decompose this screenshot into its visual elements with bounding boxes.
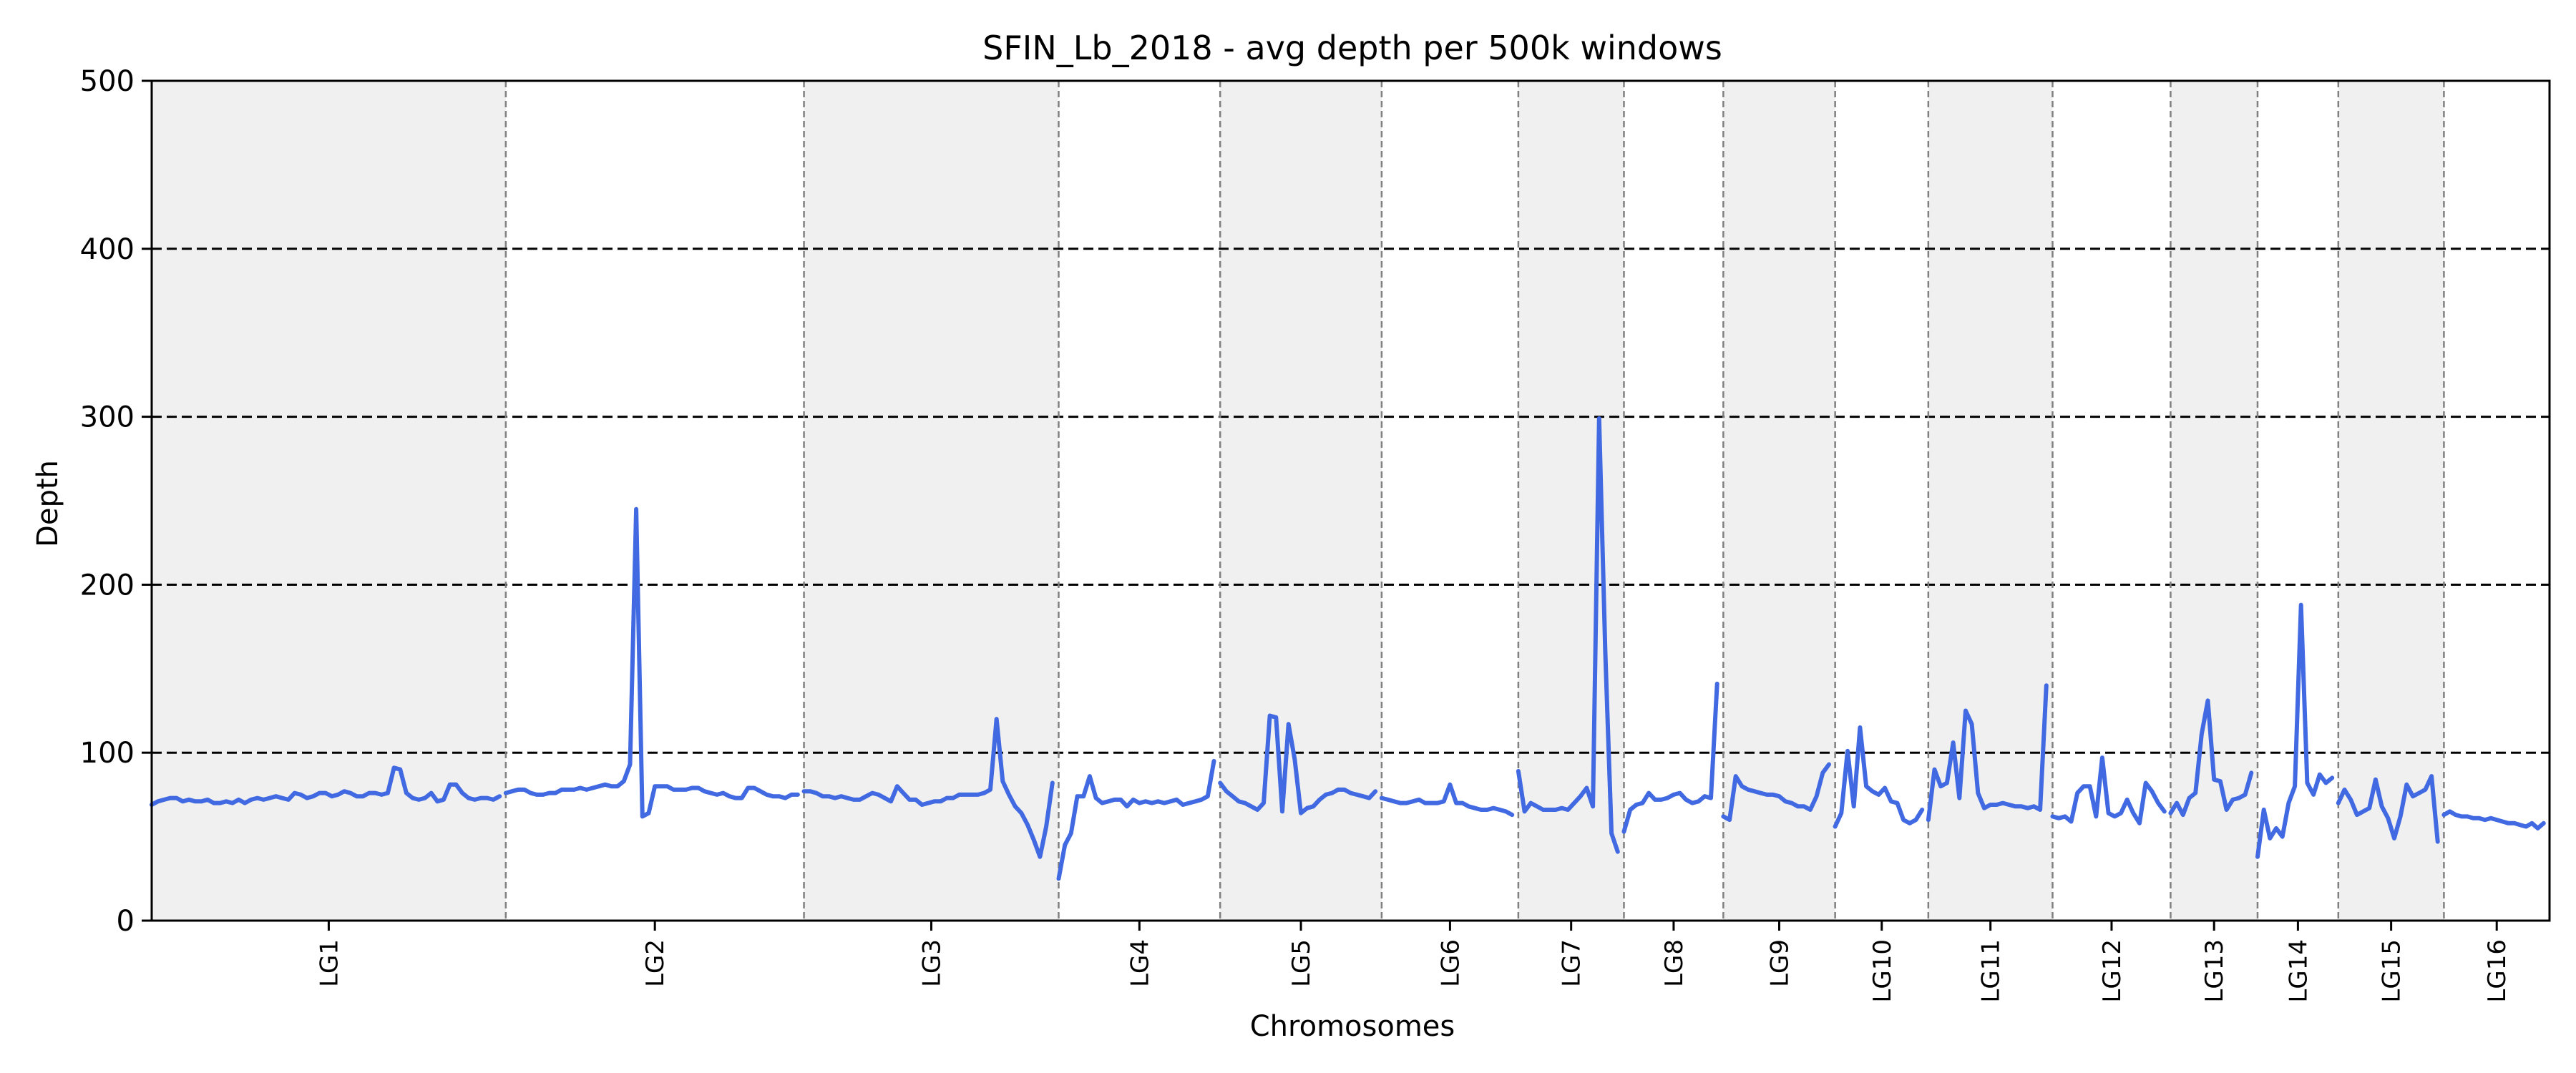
x-tick-label-lg14: LG14	[2284, 939, 2313, 1003]
series-line-lg12	[2050, 755, 2167, 825]
series-line-lg14	[2255, 602, 2335, 859]
plot-frame	[150, 79, 2551, 922]
y-axis-label: Depth	[31, 460, 64, 547]
y-axis-ticks: 0 100 200 300 400 500	[80, 65, 152, 938]
y-tick-label: 200	[80, 569, 135, 602]
y-tick-label: 100	[80, 737, 135, 770]
x-tick-label-lg10: LG10	[1868, 939, 1897, 1003]
depth-series	[150, 416, 2546, 881]
x-tick-label-lg11: LG11	[1977, 939, 2006, 1003]
x-tick-label-lg15: LG15	[2378, 939, 2406, 1003]
series-line-lg1	[150, 765, 502, 807]
band-lg3	[804, 81, 1059, 921]
series-line-lg2	[503, 506, 800, 819]
x-axis-label: Chromosomes	[1250, 1010, 1455, 1043]
series-line-lg8	[1621, 681, 1719, 834]
series-line-lg10	[1833, 725, 1925, 829]
y-tick-label: 0	[117, 905, 135, 938]
x-tick-label-lg4: LG4	[1126, 939, 1154, 987]
x-tick-label-lg7: LG7	[1558, 939, 1586, 987]
series-line-lg6	[1379, 782, 1515, 818]
series-line-lg13	[2168, 698, 2254, 818]
x-tick-label-lg2: LG2	[641, 939, 670, 987]
series-line-lg7	[1516, 416, 1620, 854]
band-lg7	[1518, 81, 1624, 921]
x-tick-label-lg1: LG1	[315, 939, 343, 987]
series-line-lg4	[1056, 758, 1216, 881]
series-line-lg5	[1218, 713, 1378, 815]
band-lg11	[1928, 81, 2053, 921]
x-tick-label-lg8: LG8	[1660, 939, 1689, 987]
y-tick-label: 400	[80, 233, 135, 266]
band-lg15	[2338, 81, 2444, 921]
series-line-lg11	[1926, 683, 2049, 823]
reference-lines	[152, 248, 2550, 754]
x-tick-label-lg3: LG3	[918, 939, 947, 987]
series-line-lg3	[801, 717, 1055, 859]
series-line-lg15	[2336, 774, 2440, 844]
band-lg5	[1220, 81, 1382, 921]
y-tick-label: 500	[80, 65, 135, 98]
x-tick-label-lg13: LG13	[2200, 939, 2229, 1003]
band-lg1	[152, 81, 506, 921]
x-tick-label-lg9: LG9	[1766, 939, 1795, 987]
chart-title: SFIN_Lb_2018 - avg depth per 500k window…	[982, 29, 1722, 67]
x-axis-ticks: LG1 LG2 LG3 LG4 LG5 LG6 LG7 LG8 LG9 LG10 LG11 LG12 L…	[315, 921, 2512, 1003]
x-tick-label-lg6: LG6	[1436, 939, 1465, 987]
series-line-lg16	[2441, 809, 2546, 831]
x-tick-label-lg16: LG16	[2483, 939, 2512, 1003]
y-tick-label: 300	[80, 401, 135, 434]
x-tick-label-lg12: LG12	[2098, 939, 2127, 1003]
band-lg9	[1723, 81, 1835, 921]
x-tick-label-lg5: LG5	[1287, 939, 1316, 987]
series-line-lg9	[1721, 762, 1831, 823]
